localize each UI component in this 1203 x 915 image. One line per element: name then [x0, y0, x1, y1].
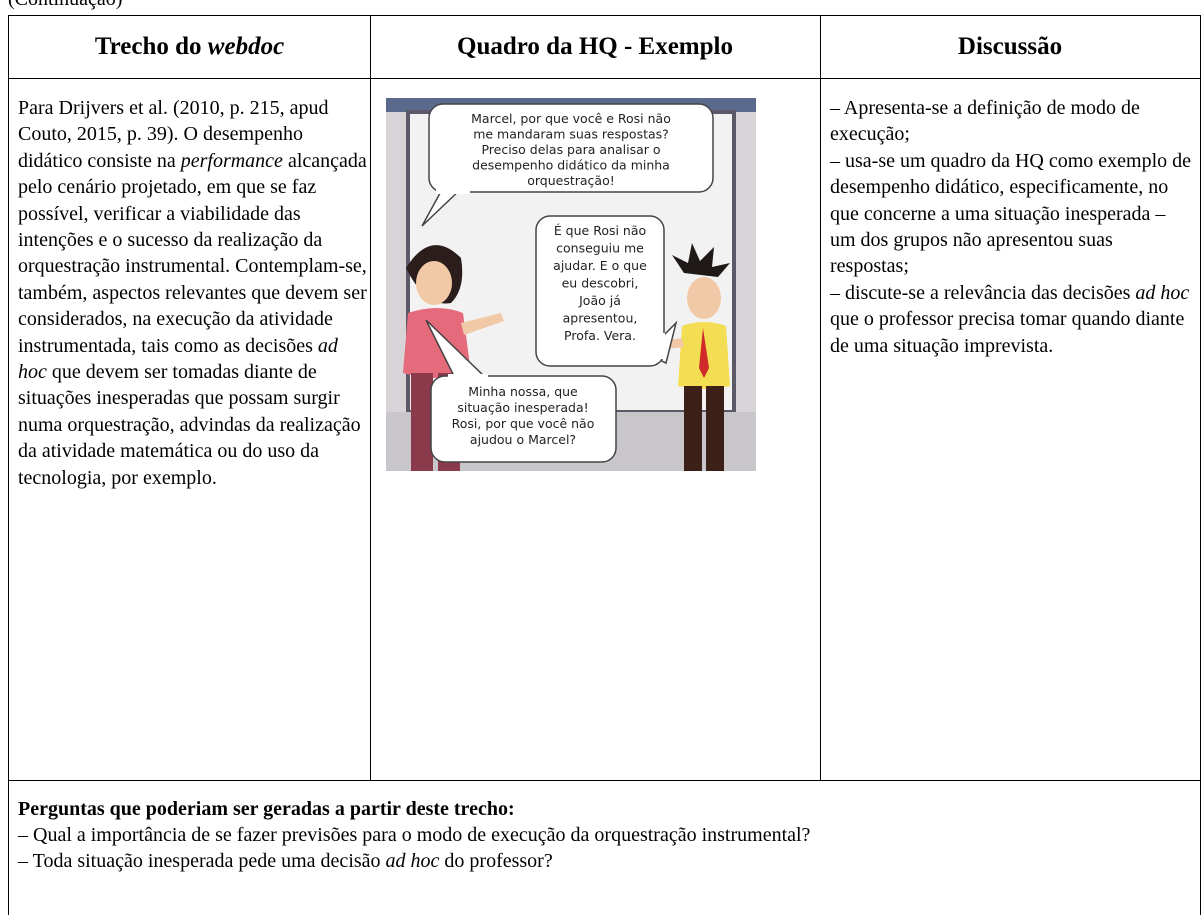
- bubble-line: Minha nossa, que: [468, 384, 578, 399]
- text-run: – Qual a importância de se fazer previsõ…: [18, 824, 811, 846]
- text-run: – discute-se a relevância das decisões: [830, 281, 1136, 304]
- speech-bubble: [535, 215, 678, 367]
- bubble-line: João já: [578, 293, 621, 308]
- table: Trecho do webdoc Quadro da HQ - Exemplo …: [8, 15, 1201, 915]
- text-run: ad hoc: [385, 850, 440, 872]
- text-run: que devem ser tomadas diante de situaçõe…: [18, 361, 361, 489]
- footer: Perguntas que poderiam ser geradas a par…: [18, 796, 1203, 874]
- text-run: – usa-se um quadro da HQ como exemplo de…: [830, 149, 1192, 278]
- header-text: Quadro da HQ - Exemplo: [457, 33, 733, 60]
- bubble-line: Marcel, por que você e Rosi não: [471, 111, 671, 126]
- header-text: webdoc: [207, 33, 285, 60]
- bubble-line: situação inesperada!: [457, 400, 588, 415]
- header-cell: Quadro da HQ - Exemplo: [370, 16, 820, 78]
- discussion-item: – usa-se um quadro da HQ como exemplo de…: [830, 148, 1192, 280]
- row-border: [9, 780, 1200, 781]
- question: – Toda situação inesperada pede uma deci…: [18, 848, 1203, 874]
- excerpt: Para Drijvers et al. (2010, p. 215, apud…: [18, 95, 368, 491]
- text-run: performance: [180, 149, 283, 172]
- discussion: – Apresenta-se a definição de modo de ex…: [830, 95, 1192, 359]
- discussion-item: – discute-se a relevância das decisões a…: [830, 280, 1192, 359]
- text-run: Para Drijvers et al. (2010, p. 215, apud…: [18, 97, 329, 172]
- bubble-line: conseguiu me: [556, 241, 644, 256]
- column-border: [820, 16, 821, 781]
- row-border: [9, 78, 1200, 79]
- text-run: alcançada pelo cenário projetado, em que…: [18, 149, 367, 357]
- bubble-line: Preciso delas para analisar o: [481, 142, 660, 157]
- question: – Qual a importância de se fazer previsõ…: [18, 822, 1203, 848]
- bubble-line: desempenho didático da minha: [472, 158, 670, 173]
- header-text: Discussão: [957, 33, 1063, 60]
- character-student: [647, 243, 730, 471]
- speech-bubble: [421, 103, 714, 227]
- column-border: [370, 16, 371, 781]
- bubble-line: eu descobri,: [562, 276, 639, 291]
- text-run: ad hoc: [18, 334, 338, 384]
- bubble-line: ajudou o Marcel?: [470, 432, 576, 447]
- bubble-line: apresentou,: [563, 311, 638, 326]
- bubble-line: orquestração!: [527, 173, 615, 188]
- bubble-line: ajudar. E o que: [553, 258, 647, 273]
- footer-heading: Perguntas que poderiam ser geradas a par…: [18, 798, 515, 820]
- text-run: – Toda situação inesperada pede uma deci…: [18, 850, 386, 872]
- text-run: do professor?: [439, 850, 553, 872]
- speech-bubble: [425, 319, 617, 463]
- text-run: que o professor precisa tomar quando dia…: [830, 308, 1185, 357]
- header-cell: Trecho do webdoc: [9, 16, 370, 78]
- text-run: ad hoc: [1135, 281, 1190, 304]
- bubble-line: É que Rosi não: [554, 223, 646, 238]
- discussion-item: – Apresenta-se a definição de modo de ex…: [830, 95, 1192, 148]
- header-cell: Discussão: [820, 16, 1200, 78]
- bubble-line: Profa. Vera.: [564, 328, 636, 343]
- header-text: Trecho do: [94, 33, 208, 60]
- bubble-line: me mandaram suas respostas?: [473, 127, 669, 142]
- text-run: – Apresenta-se a definição de modo de ex…: [830, 97, 1140, 146]
- caption: (Continuação): [8, 0, 122, 12]
- bubble-line: Rosi, por que você não: [452, 416, 595, 431]
